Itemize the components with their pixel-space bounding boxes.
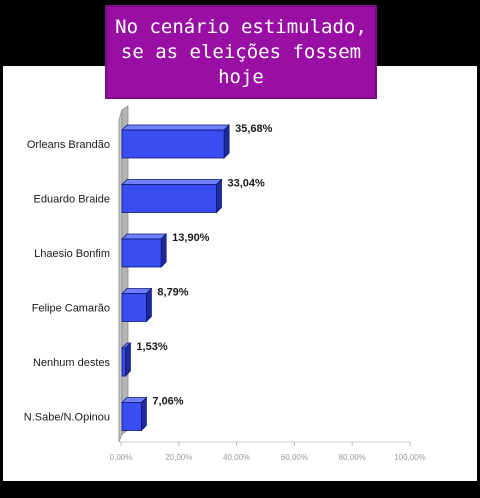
back-wall — [118, 109, 123, 443]
x-tick-label: 40,00% — [223, 453, 250, 462]
value-label: 1,53% — [136, 341, 167, 353]
value-label: 35,68% — [235, 123, 273, 135]
bar-top — [121, 233, 168, 240]
chart-title: No cenário estimulado, se as eleições fo… — [115, 15, 367, 88]
x-tick-label: 60,00% — [281, 453, 308, 462]
category-label: Felipe Camarão — [32, 303, 110, 315]
category-label: Eduardo Braide — [34, 194, 110, 206]
x-tick-label: 100,00% — [394, 453, 426, 462]
bar-top — [121, 179, 223, 185]
bar — [121, 184, 217, 213]
bar-side — [125, 342, 131, 377]
bar-side — [216, 178, 222, 214]
value-label: 8,79% — [157, 287, 188, 299]
bar — [121, 402, 142, 431]
category-label: Orleans Brandão — [27, 139, 110, 151]
chart-panel — [3, 66, 477, 481]
x-tick-label: 0,00% — [110, 453, 133, 462]
bar — [121, 293, 147, 322]
value-label: 13,90% — [172, 232, 210, 244]
bar — [121, 347, 126, 377]
category-label: N.Sabe/N.Opinou — [24, 412, 110, 424]
category-label: Lhaesio Bonfim — [34, 248, 110, 260]
labels-layer: 0,00% 20,00% 40,00% 60,00% 80,00% 100,00% Orle… — [24, 123, 426, 462]
bar-side — [223, 124, 230, 159]
value-label: 33,04% — [227, 178, 265, 190]
value-label: 7,06% — [152, 396, 183, 408]
category-label: Nenhum destes — [33, 357, 111, 369]
bar — [121, 129, 225, 159]
bar — [121, 238, 162, 268]
bar-top — [121, 124, 231, 131]
x-tick-label: 20,00% — [165, 453, 192, 462]
bars-layer — [121, 124, 231, 432]
bar-side — [146, 287, 152, 323]
bar-side — [141, 396, 147, 432]
title-banner: No cenário estimulado, se as eleições fo… — [105, 5, 377, 99]
bar-side — [160, 233, 167, 268]
x-tick-label: 80,00% — [339, 453, 366, 462]
